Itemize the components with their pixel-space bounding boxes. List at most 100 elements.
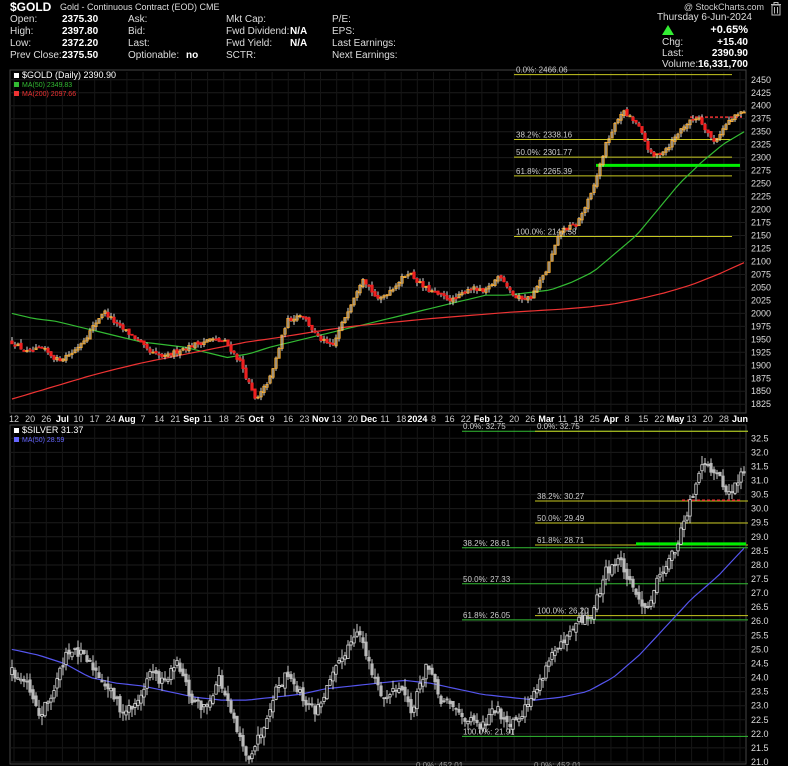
gold-candle-body [577, 218, 581, 226]
gold-candle-body [325, 338, 329, 344]
gold-y-tick-label: 2150 [751, 231, 771, 241]
silver-candle-body [205, 704, 209, 707]
silver-y-tick-label: 26.0 [751, 616, 769, 626]
gold-candle-body [97, 318, 101, 324]
gold-candle-body [454, 297, 458, 300]
gold-candle-body [721, 128, 725, 136]
gold-candle-body [397, 281, 401, 287]
silver-candle-body [16, 677, 20, 680]
silver-candle-body [613, 564, 617, 567]
gold-candle-body [694, 118, 698, 121]
silver-candle-body [235, 715, 239, 733]
gold-candle-body [685, 123, 689, 129]
x-axis-label: 20 [703, 414, 713, 424]
gold-candle-body [25, 350, 29, 353]
silver-candle-body [412, 706, 416, 713]
stockcharts-credit[interactable]: @ StockCharts.com [683, 2, 764, 12]
x-axis-label: May [667, 414, 685, 424]
chg-value: +15.40 [717, 37, 748, 48]
silver-candle-body [271, 700, 275, 713]
x-axis-label: Dec [361, 414, 378, 424]
volume-label: Volume: [662, 59, 699, 70]
gold-candle-body [271, 368, 275, 378]
quote-date: Thursday 6-Jun-2024 [656, 12, 752, 23]
silver-candle-body [400, 685, 404, 691]
up-arrow-icon [662, 25, 674, 35]
gold-candle-body [169, 352, 173, 356]
gold-candle-body [316, 333, 320, 336]
gold-candle-body [223, 339, 227, 342]
gold-candle-body [412, 271, 416, 279]
silver-plot-frame [9, 424, 747, 765]
silver-candle-body [184, 673, 188, 683]
gold-candle-body [466, 289, 470, 294]
silver-candle-body [70, 651, 74, 658]
gold-candle-body [241, 359, 245, 370]
gold-candle-body [61, 358, 65, 362]
gold-y-tick-label: 1875 [751, 373, 771, 383]
gold-candle-body [340, 321, 344, 331]
gold-y-tick-label: 2175 [751, 218, 771, 228]
silver-candle-body [394, 689, 398, 692]
silver-candle-body [313, 705, 317, 715]
gold-candle-body [727, 119, 731, 125]
silver-candle-body [136, 699, 140, 706]
trash-icon[interactable] [770, 2, 782, 16]
silver-candle-body [181, 668, 185, 677]
symbol-title[interactable]: $GOLD [10, 0, 52, 14]
gold-candle-body [589, 192, 593, 200]
silver-y-tick-label: 29.0 [751, 532, 769, 542]
silver-candle-body [529, 698, 533, 707]
x-axis-label: Jun [732, 414, 748, 424]
silver-candle-body [166, 679, 170, 682]
high-label: High: [10, 26, 34, 37]
gold-candle-body [430, 290, 434, 293]
x-axis-label: 12 [493, 414, 503, 424]
quote-panel: Open: 2375.30 High: 2397.80 Low: 2372.20… [0, 12, 788, 70]
gold-candle-body [301, 315, 305, 318]
silver-candle-body [274, 686, 278, 700]
silver-candle-body [535, 689, 539, 694]
x-axis-label: Mar [538, 414, 555, 424]
x-axis-label: Feb [474, 414, 491, 424]
legend: $GOLD (Daily) 2390.90 MA(50) 2349.83 MA(20… [14, 70, 116, 444]
gold-candle-body [547, 261, 551, 273]
x-axis-label: 23 [299, 414, 309, 424]
silver-candle-body [445, 698, 449, 701]
silver-candle-body [82, 649, 86, 655]
gold-candle-body [142, 340, 146, 346]
silver-candle-body [577, 616, 581, 623]
silver-legend-swatch [14, 428, 19, 433]
fwd-yield-value: N/A [290, 38, 308, 49]
silver-candle-body [382, 697, 386, 700]
gold-y-tick-label: 2325 [751, 140, 771, 150]
gold-candle-body [706, 129, 710, 134]
x-axis-label: 20 [25, 414, 35, 424]
gold-candle-body [406, 274, 410, 277]
gold-candle-body [646, 140, 650, 150]
gold-candle-body [457, 293, 461, 299]
silver-candle-body [439, 695, 443, 704]
gold-y-tick-label: 1850 [751, 386, 771, 396]
silver-candle-body [142, 688, 146, 698]
silver-candle-body [448, 700, 452, 705]
silver-fib-label-right: 38.2%: 30.27 [537, 492, 585, 501]
gold-candle-body [76, 346, 80, 351]
silver-candle-body [253, 746, 257, 752]
x-axis-label: Oct [248, 414, 263, 424]
silver-fib-label-left: 50.0%: 27.33 [463, 575, 511, 584]
gold-candle-body [118, 323, 122, 326]
gold-candle-body [328, 341, 332, 345]
silver-candle-body [331, 671, 335, 682]
silver-candle-body [43, 701, 47, 717]
silver-candle-body [457, 708, 461, 713]
gold-candle-body [277, 348, 281, 359]
silver-candle-body [490, 708, 494, 716]
gold-candle-body [598, 163, 602, 176]
gold-candle-body [199, 342, 203, 346]
gold-candle-body [289, 317, 293, 322]
gold-y-tick-label: 1925 [751, 347, 771, 357]
gold-candle-body [331, 342, 335, 346]
x-axis-label: Apr [603, 414, 619, 424]
